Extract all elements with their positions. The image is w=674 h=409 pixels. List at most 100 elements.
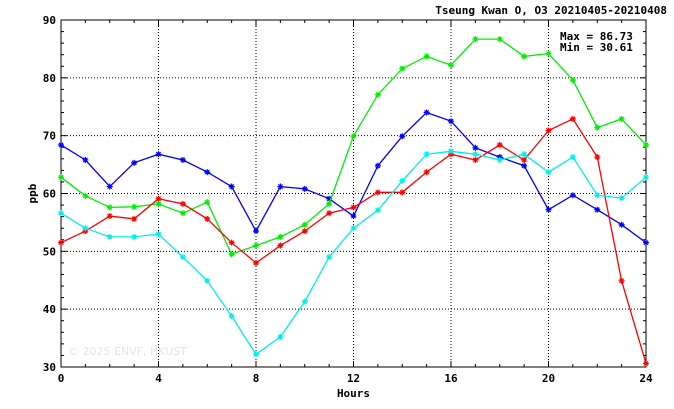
x-tick-label: 8 bbox=[253, 372, 260, 385]
data-point-marker bbox=[569, 192, 576, 199]
data-point-marker bbox=[179, 156, 186, 163]
data-point-marker bbox=[472, 36, 479, 43]
data-point-marker bbox=[423, 151, 430, 158]
x-tick-label: 20 bbox=[542, 372, 555, 385]
data-point-marker bbox=[618, 115, 625, 122]
data-point-marker bbox=[569, 115, 576, 122]
y-tick-label: 80 bbox=[43, 72, 56, 85]
data-point-marker bbox=[374, 162, 381, 169]
y-tick-labels: 30 40 50 60 70 80 90 bbox=[43, 14, 56, 374]
data-point-marker bbox=[643, 141, 649, 148]
data-point-marker bbox=[374, 207, 381, 214]
axis-ticks bbox=[60, 19, 647, 368]
data-point-marker bbox=[448, 62, 454, 69]
data-point-marker bbox=[521, 156, 528, 163]
data-point-marker bbox=[131, 159, 138, 166]
data-point-marker bbox=[521, 162, 528, 169]
x-axis-label: Hours bbox=[337, 387, 370, 400]
data-point-marker bbox=[594, 154, 601, 161]
data-point-marker bbox=[301, 298, 308, 305]
data-point-marker bbox=[643, 239, 649, 246]
data-point-marker bbox=[179, 254, 186, 261]
data-point-marker bbox=[448, 118, 454, 125]
x-tick-label: 16 bbox=[444, 372, 458, 385]
y-tick-label: 30 bbox=[43, 361, 56, 374]
data-point-marker bbox=[277, 333, 284, 340]
data-point-marker bbox=[643, 360, 649, 367]
data-point-marker bbox=[545, 127, 552, 134]
data-point-marker bbox=[228, 313, 235, 320]
data-point-marker bbox=[155, 230, 162, 237]
data-point-marker bbox=[58, 239, 64, 246]
min-stat: Min = 30.61 bbox=[560, 41, 633, 54]
x-tick-label: 0 bbox=[58, 372, 65, 385]
data-point-marker bbox=[204, 169, 211, 176]
data-point-marker bbox=[521, 53, 528, 60]
data-point-marker bbox=[106, 183, 113, 190]
watermark-text: © 2025 ENVF, HKUST bbox=[68, 345, 187, 358]
data-point-marker bbox=[594, 206, 601, 213]
data-point-marker bbox=[301, 228, 308, 235]
data-point-marker bbox=[301, 221, 308, 228]
data-point-marker bbox=[618, 221, 625, 228]
x-tick-labels: 0 4 8 12 16 20 24 bbox=[58, 372, 653, 385]
data-point-marker bbox=[106, 213, 113, 220]
data-point-marker bbox=[496, 156, 503, 163]
data-point-marker bbox=[618, 277, 625, 284]
data-point-marker bbox=[155, 200, 162, 207]
series-2 bbox=[58, 115, 649, 367]
data-point-marker bbox=[448, 148, 454, 155]
data-point-marker bbox=[374, 91, 381, 98]
data-point-marker bbox=[594, 192, 601, 199]
data-point-marker bbox=[569, 154, 576, 161]
data-point-marker bbox=[350, 225, 357, 232]
data-point-marker bbox=[277, 242, 284, 249]
data-point-marker bbox=[496, 36, 503, 43]
data-point-marker bbox=[228, 251, 235, 258]
y-tick-label: 50 bbox=[43, 245, 56, 258]
data-point-marker bbox=[399, 133, 406, 140]
chart-title: Tseung Kwan O, O3 20210405-20210408 bbox=[435, 4, 667, 17]
data-point-marker bbox=[228, 239, 235, 246]
data-point-marker bbox=[204, 199, 211, 206]
data-point-marker bbox=[472, 144, 479, 151]
data-point-marker bbox=[253, 351, 259, 358]
data-point-marker bbox=[350, 204, 357, 211]
data-point-marker bbox=[82, 225, 89, 232]
data-point-marker bbox=[423, 109, 430, 116]
data-point-marker bbox=[545, 206, 552, 213]
data-point-marker bbox=[399, 177, 406, 184]
data-point-marker bbox=[326, 200, 333, 207]
data-point-marker bbox=[618, 195, 625, 202]
series-3 bbox=[58, 148, 649, 358]
y-tick-label: 90 bbox=[43, 14, 56, 27]
data-point-marker bbox=[350, 213, 357, 220]
data-point-marker bbox=[326, 210, 333, 217]
y-tick-label: 60 bbox=[43, 188, 56, 201]
data-point-marker bbox=[472, 156, 479, 163]
data-point-marker bbox=[179, 210, 186, 217]
grid-lines bbox=[61, 20, 646, 367]
data-point-marker bbox=[58, 174, 64, 181]
data-point-marker bbox=[301, 185, 308, 192]
data-point-marker bbox=[521, 151, 528, 158]
y-axis-label: ppb bbox=[26, 183, 39, 203]
data-point-marker bbox=[131, 215, 138, 222]
data-point-marker bbox=[545, 50, 552, 57]
data-point-marker bbox=[399, 189, 406, 196]
data-point-marker bbox=[326, 195, 333, 202]
data-point-marker bbox=[253, 259, 259, 266]
series-line bbox=[60, 111, 647, 244]
data-point-marker bbox=[58, 210, 64, 217]
data-point-marker bbox=[423, 169, 430, 176]
data-point-marker bbox=[399, 65, 406, 72]
data-point-marker bbox=[228, 183, 235, 190]
data-point-marker bbox=[643, 174, 649, 181]
data-point-marker bbox=[106, 204, 113, 211]
series-1 bbox=[58, 36, 649, 258]
data-point-marker bbox=[277, 183, 284, 190]
data-point-marker bbox=[594, 124, 601, 131]
data-point-marker bbox=[131, 233, 138, 240]
data-point-marker bbox=[155, 151, 162, 158]
data-point-marker bbox=[423, 53, 430, 60]
